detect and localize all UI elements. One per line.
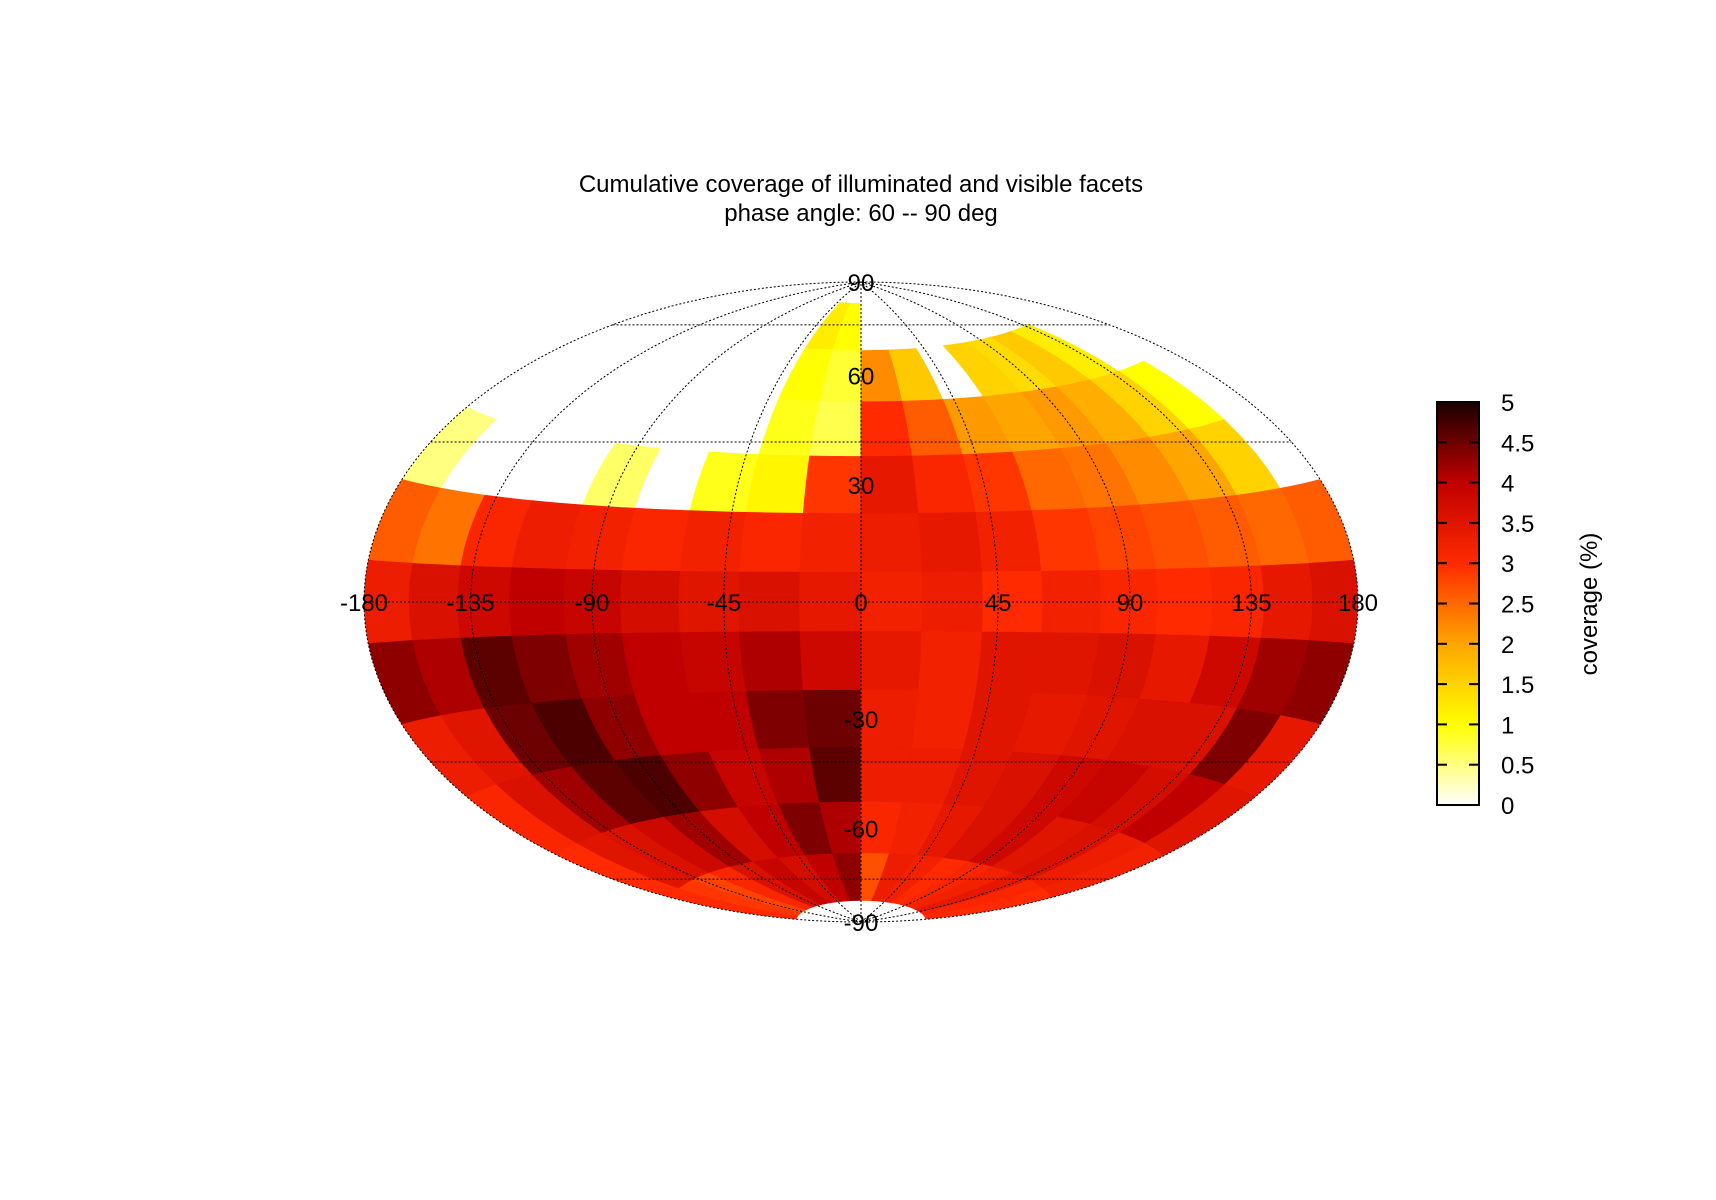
colorbar-tick-label: 2.5 bbox=[1501, 592, 1534, 619]
colorbar-tick-label: 1.5 bbox=[1501, 672, 1534, 699]
colorbar-tick-label: 4.5 bbox=[1501, 430, 1534, 457]
meridian-gridline bbox=[591, 281, 862, 923]
heatmap-cell bbox=[975, 631, 1043, 694]
colorbar: 0 0.5 1 1.5 2 2.5 3 3.5 4 4.5 5 coverage (%) bbox=[1436, 390, 1603, 820]
colorbar-tick-label: 3 bbox=[1501, 551, 1514, 578]
heatmap-cell bbox=[809, 747, 862, 804]
heatmap-cell bbox=[860, 631, 923, 692]
heatmap-cell bbox=[918, 631, 983, 693]
chart-title: Cumulative coverage of illuminated and v… bbox=[579, 171, 1143, 198]
heatmap-cell bbox=[679, 631, 747, 694]
x-tick-label: 0 bbox=[854, 590, 867, 617]
meridian-gridline bbox=[469, 281, 862, 923]
colorbar-tick-label: 2 bbox=[1501, 632, 1514, 659]
colorbar-ticks: 0 0.5 1 1.5 2 2.5 3 3.5 4 4.5 5 bbox=[1437, 390, 1534, 820]
meridian-gridline bbox=[860, 281, 1253, 923]
heatmap-cell bbox=[799, 512, 862, 573]
y-tick-label: -90 bbox=[844, 910, 879, 937]
y-tick-label: -30 bbox=[844, 707, 879, 734]
heatmap-cell bbox=[739, 511, 804, 573]
x-tick-label: -45 bbox=[707, 590, 742, 617]
heatmap-cell bbox=[918, 511, 983, 573]
map-boundary bbox=[363, 281, 1359, 923]
heatmap-cell bbox=[799, 631, 862, 692]
heatmap-cell bbox=[739, 631, 804, 693]
meridian-gridline bbox=[860, 281, 1131, 923]
colorbar-tick-label: 4 bbox=[1501, 471, 1514, 498]
meridian-gridline bbox=[860, 281, 999, 923]
heatmap-cell bbox=[809, 400, 862, 457]
heatmap-cell bbox=[860, 512, 923, 573]
y-tick-label: 90 bbox=[848, 270, 875, 297]
x-tick-label: 135 bbox=[1231, 590, 1271, 617]
colorbar-tick-label: 1 bbox=[1501, 712, 1514, 739]
x-tick-label: -180 bbox=[340, 590, 388, 617]
x-tick-label: -90 bbox=[575, 590, 610, 617]
heatmap-cell bbox=[621, 507, 691, 572]
chart-subtitle: phase angle: 60 -- 90 deg bbox=[724, 200, 998, 227]
colorbar-tick-label: 3.5 bbox=[1501, 511, 1534, 538]
x-tick-label: 45 bbox=[985, 590, 1012, 617]
colorbar-label: coverage (%) bbox=[1576, 533, 1603, 676]
colorbar-tick-label: 0 bbox=[1501, 793, 1514, 820]
heatmap-cell bbox=[621, 632, 691, 697]
map-tick-labels: -180 -135 -90 -45 0 45 90 135 180 -90 -60 -30 30 60 90 bbox=[340, 270, 1378, 937]
map-gridlines bbox=[364, 281, 1358, 923]
y-tick-label: -60 bbox=[844, 816, 879, 843]
colorbar-tick-label: 5 bbox=[1501, 390, 1514, 417]
x-tick-label: 180 bbox=[1338, 590, 1378, 617]
heatmap-cell bbox=[975, 510, 1043, 573]
colorbar-tick-label: 0.5 bbox=[1501, 753, 1534, 780]
meridian-gridline bbox=[723, 281, 862, 923]
y-tick-label: 60 bbox=[848, 364, 875, 391]
x-tick-label: -135 bbox=[446, 590, 494, 617]
y-tick-label: 30 bbox=[848, 473, 875, 500]
heatmap-cell bbox=[679, 510, 747, 573]
x-tick-label: 90 bbox=[1117, 590, 1144, 617]
